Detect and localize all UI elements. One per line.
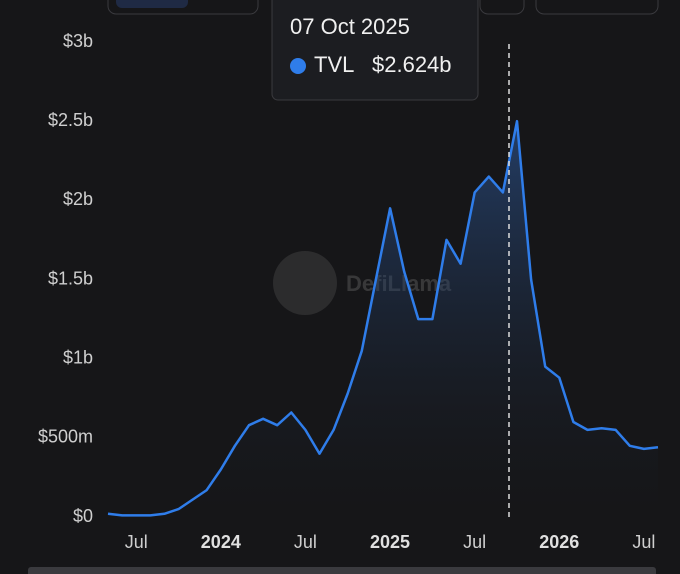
tooltip-swatch — [290, 58, 306, 74]
y-tick-label: $3b — [63, 31, 93, 51]
y-tick-label: $1.5b — [48, 268, 93, 288]
tooltip-value: $2.624b — [372, 52, 452, 77]
tooltip-box — [271, 0, 479, 101]
watermark-logo — [273, 251, 337, 315]
x-tick-label: Jul — [463, 532, 486, 552]
toolbar-button[interactable] — [479, 0, 525, 15]
x-tick-label: 2024 — [201, 532, 241, 552]
y-tick-label: $2.5b — [48, 110, 93, 130]
y-tick-label: $500m — [38, 427, 93, 447]
plot: $0 $500m $1b $1.5b $2b $2.5b $3b Jul 2024 Jul 2025… — [38, 31, 659, 552]
area-fill — [108, 121, 658, 517]
x-tick-label: Jul — [125, 532, 148, 552]
x-tick-label: Jul — [294, 532, 317, 552]
scrollbar[interactable] — [28, 567, 656, 574]
toolbar-button[interactable] — [535, 0, 659, 15]
tooltip-series: TVL — [314, 52, 354, 77]
toolbar-button[interactable] — [107, 0, 259, 15]
x-tick-label: 2025 — [370, 532, 410, 552]
y-tick-label: $2b — [63, 189, 93, 209]
line — [107, 119, 659, 517]
y-tick-label: $1b — [63, 347, 93, 367]
toolbar-button-active[interactable] — [116, 0, 188, 8]
tooltip-date: 07 Oct 2025 — [290, 14, 410, 39]
tooltip: 07 Oct 2025 TVL $2.624b — [271, 0, 479, 101]
x-tick-label: Jul — [632, 532, 655, 552]
y-tick-label: $0 — [73, 506, 93, 526]
x-tick-label: 2026 — [539, 532, 579, 552]
